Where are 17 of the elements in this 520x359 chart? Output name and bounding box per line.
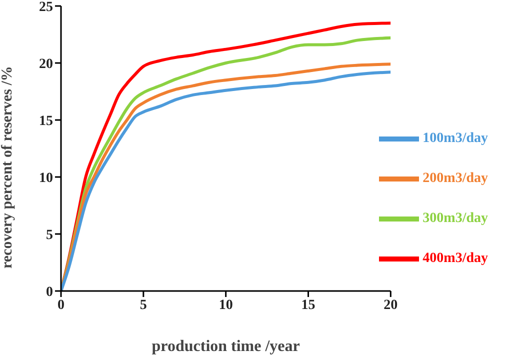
y-tick-label: 10 [39, 170, 53, 186]
y-axis-title: recovery percent of reserves /% [0, 66, 16, 268]
x-tick-label: 5 [140, 298, 147, 313]
y-tick-label: 25 [39, 0, 53, 15]
x-tick-label: 10 [218, 298, 233, 313]
x-tick-label: 15 [301, 298, 316, 313]
y-tick-label: 0 [46, 284, 53, 300]
x-axis-title: production time /year [152, 338, 300, 355]
legend-label: 300m3/day [422, 211, 488, 226]
y-tick-label: 5 [46, 228, 53, 243]
x-tick-label: 20 [384, 298, 398, 313]
y-tick-label: 15 [39, 114, 53, 129]
y-tick-label: 20 [39, 56, 53, 72]
x-tick-label: 0 [58, 298, 64, 313]
legend-label: 100m3/day [422, 131, 488, 146]
legend-label: 400m3/day [422, 251, 488, 266]
legend-label: 200m3/day [422, 171, 488, 186]
